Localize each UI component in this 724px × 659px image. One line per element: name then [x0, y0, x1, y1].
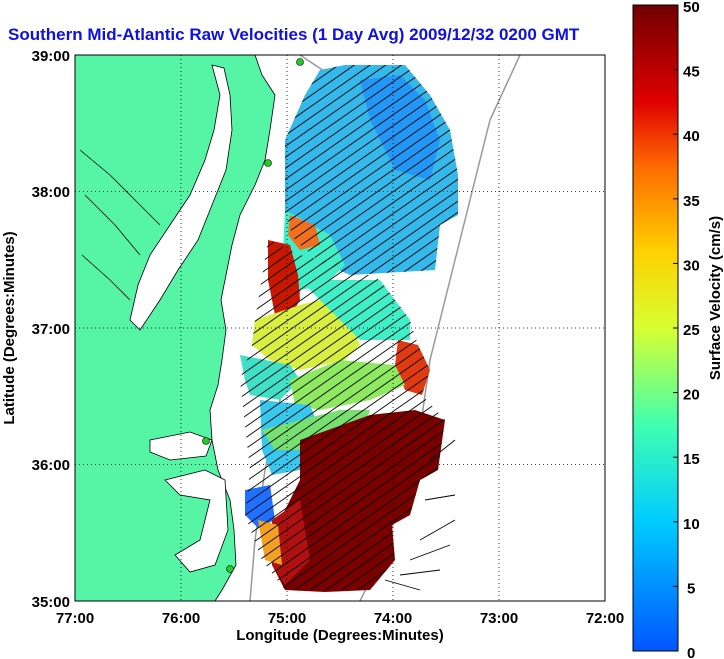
x-tick-label: 73:00	[480, 610, 518, 627]
colorbar-label: Surface Velocity (cm/s)	[707, 216, 724, 380]
colorbar-tick-label: 50	[683, 0, 700, 16]
x-tick-label: 76:00	[162, 610, 200, 627]
colorbar-tick-label: 15	[683, 451, 700, 468]
colorbar-tick-label: 35	[683, 193, 700, 210]
colorbar-tick-label: 45	[683, 64, 700, 81]
chesapeake-bay	[129, 64, 233, 331]
y-axis-label: Latitude (Degrees:Minutes)	[1, 231, 18, 424]
y-tick-label: 39:00	[32, 48, 70, 65]
x-tick-label: 75:00	[268, 610, 306, 627]
river-3	[81, 254, 131, 301]
y-tick-label: 36:00	[32, 457, 70, 474]
velocity-arrows	[285, 65, 458, 275]
river-2	[84, 194, 141, 256]
x-tick-label: 77:00	[56, 610, 94, 627]
colorbar-tick-label: 40	[683, 128, 700, 145]
station-markers	[202, 58, 304, 573]
x-axis-label: Longitude (Degrees:Minutes)	[236, 627, 444, 644]
colorbar-tick-label: 5	[687, 580, 695, 597]
plot-frame	[74, 54, 606, 602]
colorbar-tick-label: 30	[683, 257, 700, 274]
pamlico-sound	[164, 469, 229, 573]
map-title: Southern Mid-Atlantic Raw Velocities (1 …	[8, 25, 580, 44]
colorbar-tick-label: 20	[683, 387, 700, 404]
x-tick-label: 72:00	[586, 610, 624, 627]
colorbar-tick-label: 0	[687, 645, 695, 659]
grid-lines	[75, 55, 605, 601]
y-tick-label: 37:00	[32, 321, 70, 338]
outer-arrows	[384, 439, 456, 591]
x-tick-label: 74:00	[374, 610, 412, 627]
colorbar-tick-label: 10	[683, 516, 700, 533]
y-tick-label: 38:00	[32, 184, 70, 201]
velocity-arrows	[240, 240, 445, 590]
y-tick-label: 35:00	[32, 594, 70, 611]
albemarle-sound	[149, 431, 213, 461]
colorbar-tick-label: 25	[683, 322, 700, 339]
colorbar-ticks	[673, 4, 678, 652]
colorbar	[632, 4, 679, 652]
river-1	[79, 149, 161, 226]
